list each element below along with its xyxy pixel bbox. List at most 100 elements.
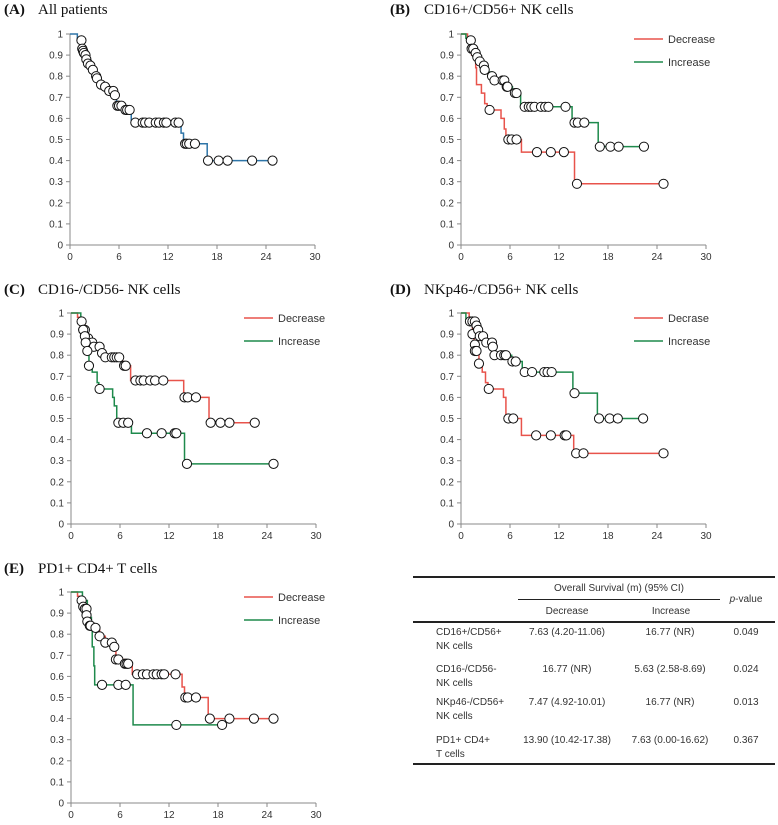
censor-marker — [658, 178, 669, 189]
panel-title: NKp46-/CD56+ NK cells — [424, 282, 578, 298]
censor-marker — [473, 358, 485, 369]
censor-marker — [171, 719, 182, 731]
table-bottom-rule — [413, 763, 775, 765]
censor-marker — [483, 383, 494, 395]
censor-marker — [76, 35, 87, 46]
x-tick-label: 0 — [458, 531, 464, 542]
censor-marker — [82, 345, 93, 357]
x-tick-label: 0 — [458, 252, 464, 263]
censor-marker — [545, 430, 556, 441]
censor-marker — [484, 104, 495, 116]
y-tick-label: 0 — [57, 241, 63, 252]
censor-marker — [190, 392, 202, 403]
censor-marker — [181, 458, 193, 469]
table-col-decrease: Decrease — [545, 606, 589, 617]
y-tick-label: 0.7 — [50, 651, 64, 662]
y-tick-label: 0.5 — [49, 135, 63, 146]
y-tick-label: 0.3 — [50, 456, 64, 467]
x-tick-label: 18 — [211, 252, 223, 263]
x-tick-label: 18 — [212, 810, 224, 821]
y-tick-label: 0.7 — [50, 372, 64, 383]
x-tick-label: 18 — [602, 252, 614, 263]
y-tick-label: 1 — [57, 30, 63, 41]
censor-marker — [204, 713, 215, 724]
censor-marker — [222, 155, 233, 166]
row-label-line2: NK cells — [436, 678, 473, 689]
y-tick-label: 0.8 — [50, 630, 64, 641]
censor-marker — [124, 104, 135, 116]
censor-marker — [170, 669, 181, 680]
censor-marker — [479, 64, 490, 75]
censor-marker — [613, 141, 624, 152]
censor-marker — [471, 345, 482, 357]
y-tick-label: 0.1 — [50, 498, 64, 509]
x-tick-label: 12 — [553, 531, 565, 542]
legend-label: Decrase — [668, 313, 709, 325]
censor-marker — [465, 35, 476, 46]
y-tick-label: 0.2 — [50, 756, 64, 767]
row-label-line1: PD1+ CD4+ — [436, 735, 490, 746]
panel-title: All patients — [38, 2, 108, 18]
table-col-increase: Increase — [651, 606, 691, 617]
censor-marker — [171, 428, 182, 439]
x-tick-label: 24 — [651, 252, 663, 263]
censor-marker — [561, 430, 572, 441]
censor-marker — [213, 155, 224, 166]
censor-marker — [594, 141, 605, 152]
survival-curve-increase — [461, 33, 644, 148]
censor-marker — [560, 101, 571, 112]
row-label-line2: T cells — [436, 749, 465, 760]
x-tick-label: 6 — [507, 531, 513, 542]
legend-label: Increase — [278, 615, 320, 627]
cell-p-value: 0.049 — [733, 627, 759, 638]
y-tick-label: 0.4 — [50, 714, 64, 725]
y-tick-label: 0.1 — [50, 777, 64, 788]
x-tick-label: 18 — [602, 531, 614, 542]
survival-curve-increase — [461, 312, 644, 420]
km-panel-a: (A) All patients 0 0.1 0.2 0.3 0.4 0.5 0.6 0.7 0.8… — [4, 2, 321, 263]
censor-marker — [114, 352, 125, 363]
censor-marker — [202, 155, 214, 166]
y-tick-label: 0.6 — [50, 672, 64, 683]
y-tick-label: 0.9 — [50, 330, 64, 341]
censor-marker — [94, 383, 105, 395]
y-tick-label: 0.2 — [440, 198, 454, 209]
survival-curve — [70, 33, 273, 162]
km-panel-b: (B) CD16+/CD56+ NK cells 0 0.1 0.2 0.3 0.4 0.5 0… — [390, 2, 715, 263]
y-tick-label: 0.5 — [440, 135, 454, 146]
censor-marker — [487, 341, 498, 352]
y-tick-label: 0.2 — [50, 477, 64, 488]
censor-marker — [500, 350, 512, 361]
cell-p-value: 0.367 — [733, 735, 759, 746]
km-panel-d: (D) NKp46-/CD56+ NK cells 0 0.1 0.2 0.3 0.4 0.5… — [390, 282, 712, 542]
row-label-line2: NK cells — [436, 711, 473, 722]
censor-marker — [80, 337, 91, 348]
censor-marker — [120, 679, 131, 690]
censor-marker — [569, 388, 580, 399]
y-tick-label: 0.8 — [440, 351, 454, 362]
censor-marker — [578, 448, 589, 459]
censor-marker — [109, 90, 121, 101]
panel-title: PD1+ CD4+ T cells — [38, 561, 157, 577]
x-tick-label: 30 — [700, 531, 712, 542]
y-tick-label: 0.2 — [49, 198, 63, 209]
censor-marker — [511, 134, 522, 145]
cell-increase: 16.77 (NR) — [645, 697, 695, 708]
cell-decrease: 7.63 (4.20-11.06) — [529, 627, 605, 638]
y-tick-label: 0.8 — [50, 351, 64, 362]
x-tick-label: 30 — [700, 252, 712, 263]
y-tick-label: 1 — [448, 30, 454, 41]
censor-marker — [531, 147, 543, 158]
panel-title: CD16-/CD56- NK cells — [38, 282, 181, 298]
censor-marker — [189, 138, 201, 149]
x-tick-label: 0 — [68, 531, 74, 542]
p-italic: p — [729, 594, 736, 605]
cell-decrease: 7.47 (4.92-10.01) — [528, 697, 606, 708]
panel-title: CD16+/CD56+ NK cells — [424, 2, 574, 18]
x-tick-label: 12 — [553, 252, 565, 263]
censor-marker — [267, 155, 278, 166]
y-tick-label: 0.1 — [440, 498, 454, 509]
censor-marker — [268, 713, 279, 724]
